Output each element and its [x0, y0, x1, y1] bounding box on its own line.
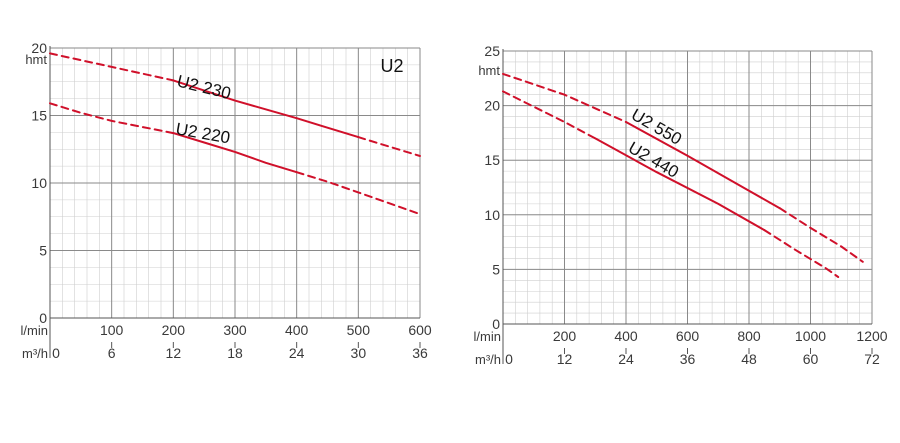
x2-axis-label: m³/h — [22, 346, 48, 361]
x2-tick-label: 24 — [289, 345, 305, 361]
x-axis-label: l/min — [474, 329, 501, 344]
x2-tick-label: 24 — [618, 351, 634, 367]
curve-operating-range — [172, 132, 298, 174]
major-grid — [50, 47, 421, 318]
curve-extension-dashed — [778, 207, 864, 263]
y-tick-label: 25 — [484, 43, 500, 59]
curve-extension-dashed — [295, 171, 421, 216]
curve-extension-dashed — [49, 102, 175, 135]
x-tick-label: 100 — [100, 322, 124, 338]
x-tick-label: 1000 — [795, 328, 826, 344]
series-0: U2 230 — [49, 52, 421, 157]
x-tick-label: 200 — [162, 322, 186, 338]
curve-operating-range — [172, 79, 360, 139]
x2-tick-label: 60 — [803, 351, 819, 367]
y-tick-label: 5 — [39, 243, 47, 259]
y-axis-label: hmt — [25, 52, 47, 67]
y-tick-label: 5 — [492, 261, 500, 277]
x2-tick-label: 12 — [557, 351, 573, 367]
x-tick-label: 400 — [285, 322, 309, 338]
x2-tick-label: 18 — [227, 345, 243, 361]
x2-tick-label: 72 — [864, 351, 880, 367]
y-tick-label: 15 — [484, 152, 500, 168]
x2-tick-label: 0 — [505, 351, 513, 367]
x2-tick-label: 48 — [741, 351, 757, 367]
series-0: U2 550 — [502, 72, 864, 263]
y-tick-label: 10 — [31, 175, 47, 191]
curve-operating-range — [625, 121, 781, 210]
y-tick-label: 15 — [31, 108, 47, 124]
x-tick-label: 800 — [737, 328, 761, 344]
x2-tick-label: 36 — [412, 345, 428, 361]
y-axis-label: hmt — [478, 63, 500, 78]
curve-extension-dashed — [502, 90, 597, 140]
x2-tick-label: 6 — [108, 345, 116, 361]
y-tick-label: 20 — [31, 40, 47, 56]
y-tick-label: 0 — [492, 316, 500, 332]
x2-tick-label: 36 — [680, 351, 696, 367]
chart-title: U2 — [380, 56, 403, 76]
x-tick-label: 300 — [223, 322, 247, 338]
x-tick-label: 600 — [676, 328, 700, 344]
x-tick-label: 500 — [347, 322, 371, 338]
x-tick-label: 1200 — [856, 328, 887, 344]
x-tick-label: 400 — [614, 328, 638, 344]
y-tick-label: 0 — [39, 310, 47, 326]
major-grid — [503, 50, 873, 324]
curve-extension-dashed — [357, 136, 421, 157]
x-tick-label: 600 — [408, 322, 432, 338]
series-label: U2 220 — [174, 119, 231, 147]
x-tick-label: 200 — [553, 328, 577, 344]
curve-extension-dashed — [49, 52, 175, 82]
x2-tick-label: 0 — [52, 345, 60, 361]
curve-extension-dashed — [502, 72, 627, 123]
x-axis-label: l/min — [21, 323, 48, 338]
curve-operating-range — [594, 137, 766, 232]
curve-extension-dashed — [763, 229, 840, 278]
x2-tick-label: 12 — [166, 345, 182, 361]
series-1: U2 440 — [502, 90, 840, 278]
x2-tick-label: 30 — [351, 345, 367, 361]
y-tick-label: 20 — [484, 98, 500, 114]
x2-axis-label: m³/h — [475, 352, 501, 367]
y-tick-label: 10 — [484, 207, 500, 223]
